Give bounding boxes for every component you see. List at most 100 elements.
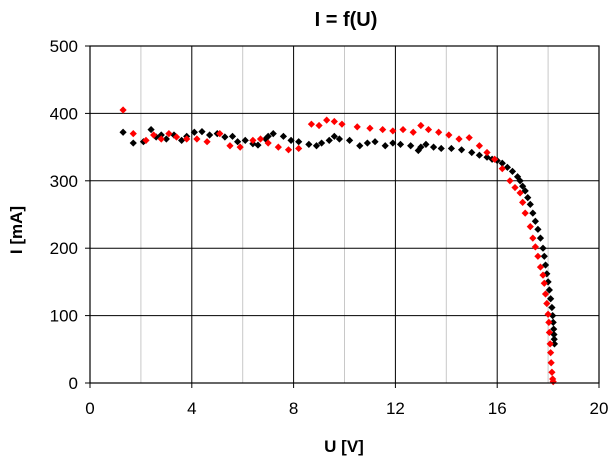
data-point xyxy=(475,151,483,159)
data-point xyxy=(274,143,282,151)
data-point xyxy=(363,139,372,147)
data-point xyxy=(531,243,539,251)
data-point xyxy=(236,143,244,151)
data-point xyxy=(521,209,529,217)
data-point xyxy=(483,148,491,157)
data-point xyxy=(317,139,326,147)
data-point xyxy=(549,378,557,386)
data-point xyxy=(548,368,556,376)
data-point xyxy=(547,349,555,357)
data-point xyxy=(550,340,559,348)
data-point xyxy=(508,167,517,175)
data-point xyxy=(330,117,338,126)
data-point xyxy=(529,209,537,217)
data-point xyxy=(269,130,277,138)
data-point xyxy=(546,340,554,348)
grid xyxy=(90,46,599,383)
data-point xyxy=(465,134,473,142)
data-point xyxy=(157,131,165,139)
data-point xyxy=(545,328,553,337)
data-point xyxy=(226,142,234,150)
data-point xyxy=(371,138,379,146)
y-tick-label: 100 xyxy=(50,307,78,326)
data-point xyxy=(548,303,556,312)
data-point xyxy=(119,106,127,114)
data-point xyxy=(516,189,524,197)
data-point xyxy=(539,271,547,279)
data-point xyxy=(366,124,374,132)
y-tick-label: 300 xyxy=(50,172,78,191)
data-point xyxy=(228,132,237,140)
data-point xyxy=(540,252,548,260)
data-point xyxy=(429,143,438,151)
y-axis-label: I [mA] xyxy=(7,206,26,254)
data-point xyxy=(424,125,433,134)
data-point xyxy=(396,140,405,149)
chart-title: I = f(U) xyxy=(315,9,378,31)
data-point xyxy=(524,194,532,202)
data-point xyxy=(216,130,224,138)
data-point xyxy=(279,132,288,140)
data-point xyxy=(549,312,557,320)
data-point xyxy=(147,125,155,134)
data-point xyxy=(256,135,265,143)
data-point xyxy=(550,335,558,343)
data-point xyxy=(407,142,415,150)
data-point xyxy=(129,139,137,147)
x-tick-label: 12 xyxy=(386,399,405,418)
data-point xyxy=(526,200,534,208)
data-point xyxy=(539,244,547,252)
data-point xyxy=(193,135,201,143)
data-point xyxy=(198,127,206,136)
data-point xyxy=(254,141,262,149)
y-tick-label: 200 xyxy=(50,239,78,258)
data-point xyxy=(206,131,214,139)
x-tick-label: 4 xyxy=(187,399,196,418)
data-point xyxy=(498,165,506,173)
data-point xyxy=(550,325,558,333)
data-point xyxy=(417,121,425,130)
data-point xyxy=(536,234,545,242)
data-point xyxy=(162,135,170,143)
data-point xyxy=(409,128,417,136)
data-point xyxy=(325,136,333,144)
data-points xyxy=(119,106,559,386)
data-point xyxy=(353,123,361,131)
data-point xyxy=(399,125,407,134)
data-point xyxy=(503,163,511,171)
data-point xyxy=(345,136,354,144)
data-point xyxy=(178,136,186,144)
x-tick-label: 16 xyxy=(488,399,507,418)
x-tick-label: 8 xyxy=(289,399,298,418)
data-point xyxy=(221,133,229,141)
data-point xyxy=(264,132,272,140)
y-axis-ticks: 0 100 200 300 400 500 xyxy=(50,37,90,393)
data-point xyxy=(437,144,445,153)
data-point xyxy=(544,278,552,286)
data-point xyxy=(295,138,303,146)
data-point xyxy=(534,225,542,233)
data-point xyxy=(483,153,491,161)
data-point xyxy=(190,128,198,136)
data-point xyxy=(323,116,331,124)
data-point xyxy=(249,136,257,144)
data-point xyxy=(129,130,137,138)
data-point xyxy=(547,359,555,367)
data-point xyxy=(541,290,550,298)
x-axis-label: U [V] xyxy=(324,437,364,456)
data-point xyxy=(468,148,476,157)
plot-frame xyxy=(89,45,600,384)
data-point xyxy=(172,133,181,141)
data-point xyxy=(379,125,387,134)
data-point xyxy=(526,223,534,231)
data-point xyxy=(335,135,344,143)
y-tick-label: 500 xyxy=(50,37,78,56)
data-point xyxy=(543,299,551,308)
data-point xyxy=(545,286,553,294)
data-point xyxy=(511,183,519,192)
data-point xyxy=(315,121,323,130)
data-point xyxy=(157,135,165,143)
data-point xyxy=(295,144,303,153)
data-point xyxy=(241,136,249,144)
